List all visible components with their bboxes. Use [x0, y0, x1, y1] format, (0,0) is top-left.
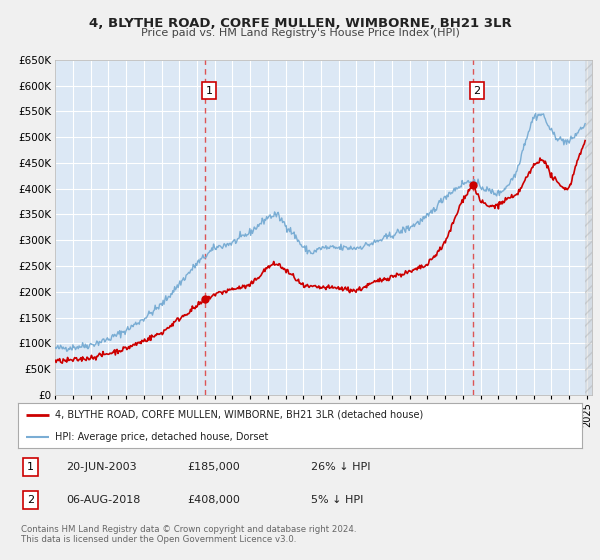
Text: Contains HM Land Registry data © Crown copyright and database right 2024.: Contains HM Land Registry data © Crown c…: [21, 525, 356, 534]
Text: 1: 1: [205, 86, 212, 96]
Text: 5% ↓ HPI: 5% ↓ HPI: [311, 495, 364, 505]
Text: 06-AUG-2018: 06-AUG-2018: [66, 495, 140, 505]
Text: Price paid vs. HM Land Registry's House Price Index (HPI): Price paid vs. HM Land Registry's House …: [140, 28, 460, 38]
Text: 2: 2: [473, 86, 481, 96]
Text: £408,000: £408,000: [187, 495, 240, 505]
Text: 4, BLYTHE ROAD, CORFE MULLEN, WIMBORNE, BH21 3LR: 4, BLYTHE ROAD, CORFE MULLEN, WIMBORNE, …: [89, 17, 511, 30]
Bar: [585, 60, 592, 395]
Text: £185,000: £185,000: [187, 462, 240, 472]
Text: 1: 1: [27, 462, 34, 472]
Text: 4, BLYTHE ROAD, CORFE MULLEN, WIMBORNE, BH21 3LR (detached house): 4, BLYTHE ROAD, CORFE MULLEN, WIMBORNE, …: [55, 410, 423, 420]
Text: HPI: Average price, detached house, Dorset: HPI: Average price, detached house, Dors…: [55, 432, 268, 442]
Text: This data is licensed under the Open Government Licence v3.0.: This data is licensed under the Open Gov…: [21, 535, 296, 544]
Text: 20-JUN-2003: 20-JUN-2003: [66, 462, 137, 472]
Text: 26% ↓ HPI: 26% ↓ HPI: [311, 462, 371, 472]
Text: 2: 2: [27, 495, 34, 505]
